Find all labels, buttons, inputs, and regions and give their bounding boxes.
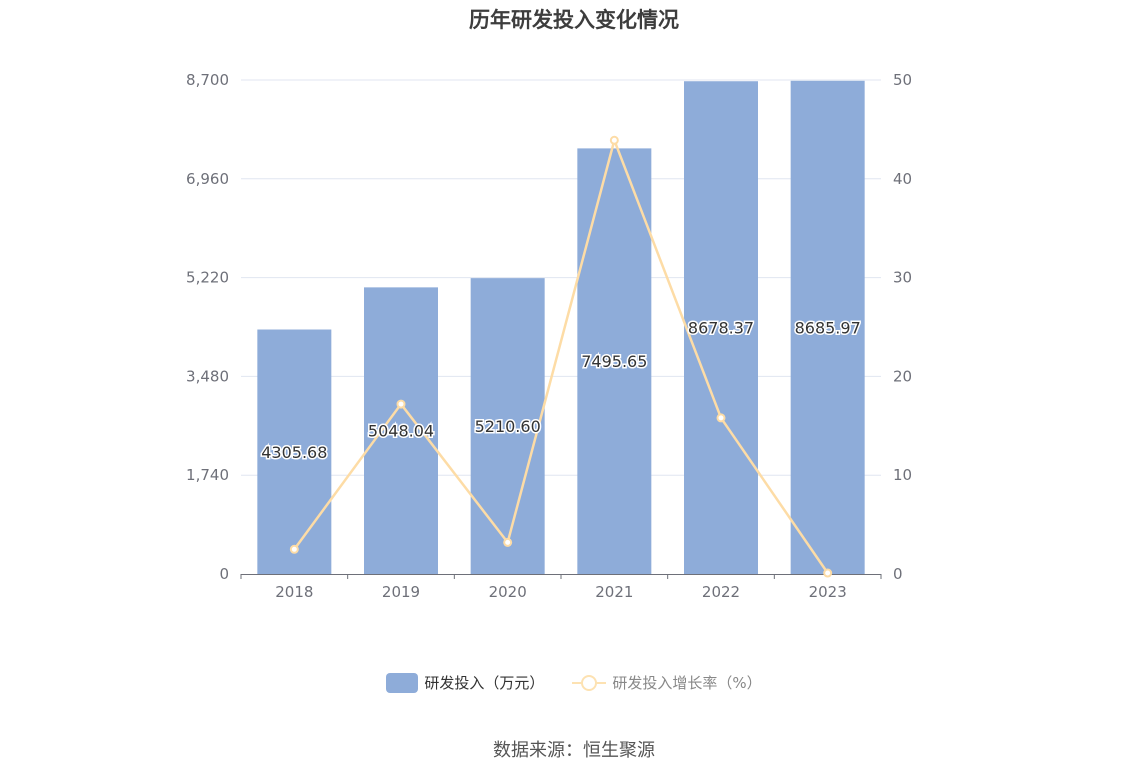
x-tick-label: 2020	[489, 583, 527, 601]
x-tick-label: 2023	[809, 583, 847, 601]
legend-item-bar[interactable]: 研发投入（万元）	[386, 672, 544, 693]
legend-bar-swatch	[386, 672, 419, 693]
line-point	[716, 413, 726, 423]
y-left-tick-label: 1,740	[186, 466, 229, 484]
y-left-tick-label: 5,220	[186, 269, 229, 287]
x-tick-label: 2021	[595, 583, 633, 601]
bar-value-label: 7495.65	[581, 352, 647, 371]
bar-value-label: 5210.60	[475, 417, 541, 436]
bar-value-label: 8678.37	[688, 319, 754, 338]
legend: 研发投入（万元） 研发投入增长率（%）	[0, 672, 1148, 693]
y-left-tick-label: 8,700	[186, 71, 229, 89]
data-labels: 4305.68 5048.04 5210.60 7495.65 8678.37 8685.…	[260, 317, 863, 463]
growth-line	[293, 136, 829, 574]
x-tick-label: 2018	[275, 583, 313, 601]
line-point	[289, 544, 299, 554]
line-point	[609, 135, 619, 145]
y-right-tick-label: 0	[893, 565, 903, 583]
y-left-tick-label: 0	[219, 565, 229, 583]
grid-lines	[241, 79, 881, 476]
legend-line-label: 研发投入增长率（%）	[612, 674, 762, 692]
combo-chart: 0 0 1,740 10 3,480 20 5,220 30 6,960 40 8,700 50 201…	[186, 71, 912, 601]
y-right-tick-label: 20	[893, 367, 912, 385]
y-right-tick-label: 50	[893, 71, 912, 89]
y-right-tick-label: 30	[893, 269, 912, 287]
x-tick-label: 2019	[382, 583, 420, 601]
bar	[577, 148, 652, 574]
bar-value-label: 8685.97	[795, 318, 861, 337]
line-point	[503, 537, 513, 547]
x-tick-label: 2022	[702, 583, 740, 601]
legend-line-swatch	[572, 673, 607, 693]
axes: 0 0 1,740 10 3,480 20 5,220 30 6,960 40 8,700 50 201…	[186, 71, 912, 601]
y-left-tick-label: 6,960	[186, 170, 229, 188]
bar	[364, 287, 438, 574]
legend-bar-label: 研发投入（万元）	[424, 674, 545, 692]
line-point	[396, 399, 406, 409]
bar	[257, 329, 332, 574]
y-right-tick-label: 10	[893, 466, 912, 484]
legend-item-line[interactable]: 研发投入增长率（%）	[572, 672, 762, 693]
chart-title: 历年研发投入变化情况	[469, 8, 679, 32]
bar	[470, 278, 545, 574]
y-right-tick-label: 40	[893, 170, 912, 188]
source-note: 数据来源：恒生聚源	[493, 740, 655, 761]
line-series	[289, 135, 833, 578]
bar	[684, 81, 758, 575]
line-point	[823, 568, 833, 578]
bar	[790, 80, 865, 575]
bar-series	[257, 80, 865, 575]
bar-value-label: 5048.04	[368, 422, 434, 441]
y-left-tick-label: 3,480	[186, 367, 229, 385]
bar-value-label: 4305.68	[261, 443, 327, 462]
